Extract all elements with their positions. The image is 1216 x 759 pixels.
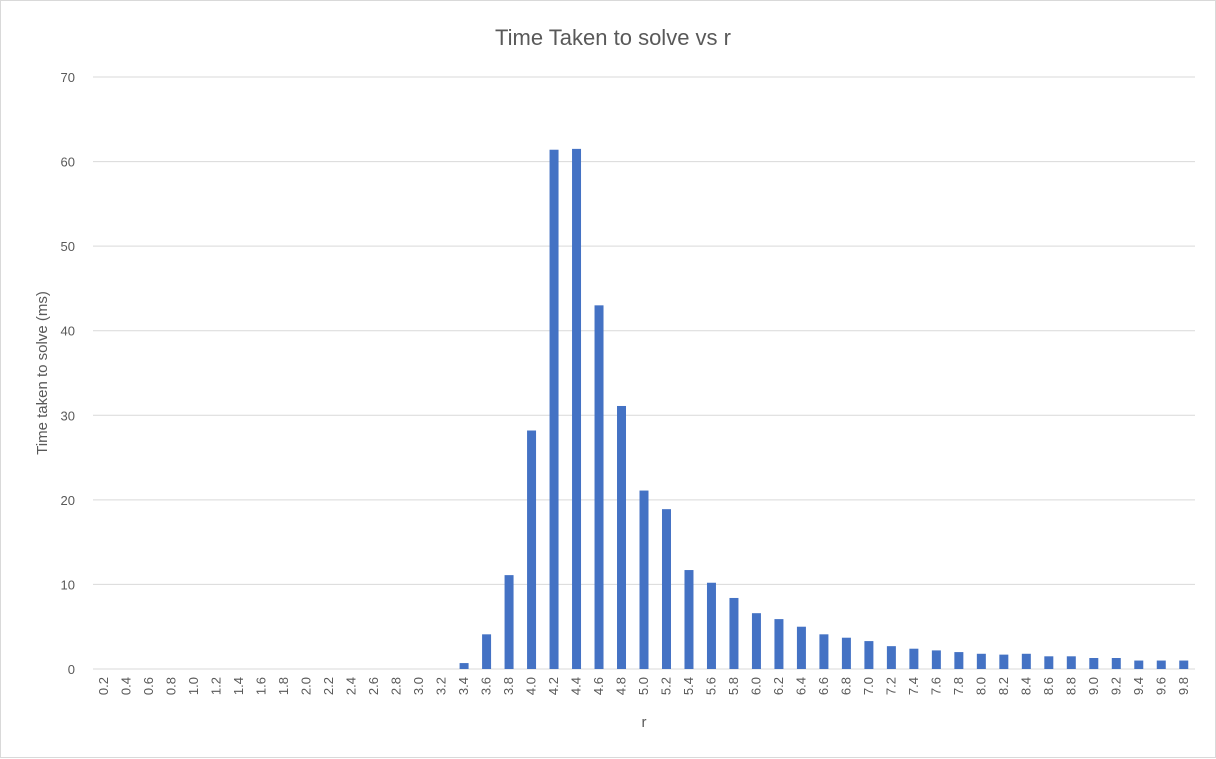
x-tick-label: 8.6: [1041, 677, 1056, 695]
x-tick-label: 9.2: [1108, 677, 1123, 695]
x-tick-label: 4.6: [591, 677, 606, 695]
x-tick-label: 1.4: [231, 677, 246, 695]
x-tick-label: 9.0: [1086, 677, 1101, 695]
bar-7.4: [909, 648, 919, 669]
x-tick-label: 8.2: [996, 677, 1011, 695]
x-tick-label: 1.0: [186, 677, 201, 695]
x-tick-label: 5.8: [726, 677, 741, 695]
bar-6.2: [774, 619, 784, 669]
y-axis-title: Time taken to solve (ms): [34, 291, 51, 455]
x-tick-label: 8.4: [1018, 677, 1033, 695]
bar-8.6: [1044, 656, 1054, 669]
y-tick-label: 20: [61, 493, 75, 508]
x-tick-label: 6.6: [816, 677, 831, 695]
bar-9.6: [1156, 660, 1166, 669]
x-tick-label: 2.8: [389, 677, 404, 695]
x-tick-label: 1.8: [276, 677, 291, 695]
x-tick-label: 3.4: [456, 677, 471, 695]
bar-4.2: [549, 149, 559, 669]
y-tick-label: 0: [68, 662, 75, 677]
x-tick-label: 7.2: [883, 677, 898, 695]
x-tick-label: 2.4: [344, 677, 359, 695]
bar-9.8: [1179, 660, 1189, 669]
x-tick-label: 4.0: [524, 677, 539, 695]
y-axis-ticks: 0 10 20 30 40 50 60 70: [61, 70, 75, 677]
x-tick-label: 1.6: [254, 677, 269, 695]
bar-8.0: [976, 653, 986, 669]
bar-9.4: [1134, 660, 1144, 669]
bar-7.0: [864, 641, 874, 669]
x-tick-label: 9.8: [1176, 677, 1191, 695]
x-tick-label: 3.2: [434, 677, 449, 695]
bar-9.0: [1089, 658, 1099, 669]
bar-7.6: [931, 650, 941, 669]
x-tick-label: 1.2: [209, 677, 224, 695]
x-tick-label: 3.0: [411, 677, 426, 695]
x-tick-label: 5.4: [681, 677, 696, 695]
x-tick-label: 7.8: [951, 677, 966, 695]
x-tick-label: 9.6: [1153, 677, 1168, 695]
bar-5.0: [639, 490, 649, 669]
y-tick-label: 30: [61, 408, 75, 423]
x-tick-label: 4.8: [614, 677, 629, 695]
bar-4.6: [594, 305, 604, 669]
bar-3.6: [482, 634, 492, 669]
bar-4.0: [527, 430, 537, 669]
x-tick-label: 7.6: [928, 677, 943, 695]
bar-3.4: [459, 663, 469, 669]
x-tick-label: 9.4: [1131, 677, 1146, 695]
x-tick-label: 0.4: [119, 677, 134, 695]
chart-title: Time Taken to solve vs r: [495, 25, 731, 50]
x-axis-ticks: 0.2 0.4 0.6 0.8 1.0 1.2 1.4 1.6 1.8 2.0 2.2 2.4 2.6 2…: [96, 677, 1191, 695]
bar-6.0: [751, 613, 761, 669]
x-axis-title: r: [642, 714, 647, 731]
x-tick-label: 3.6: [479, 677, 494, 695]
x-tick-label: 7.4: [906, 677, 921, 695]
x-tick-label: 6.0: [748, 677, 763, 695]
bar-6.4: [796, 626, 806, 669]
bars: [459, 148, 1189, 669]
x-tick-label: 6.4: [793, 677, 808, 695]
bar-7.2: [886, 646, 896, 669]
x-tick-label: 5.2: [658, 677, 673, 695]
y-tick-label: 10: [61, 577, 75, 592]
bar-8.4: [1021, 653, 1031, 669]
bar-8.8: [1066, 656, 1076, 669]
bar-5.2: [661, 509, 671, 669]
x-tick-label: 4.2: [546, 677, 561, 695]
bar-3.8: [504, 575, 514, 669]
x-tick-label: 5.6: [703, 677, 718, 695]
x-tick-label: 2.0: [299, 677, 314, 695]
x-tick-label: 6.8: [838, 677, 853, 695]
bar-7.8: [954, 652, 964, 669]
bar-4.4: [572, 148, 582, 669]
x-tick-label: 8.8: [1063, 677, 1078, 695]
x-tick-label: 6.2: [771, 677, 786, 695]
y-tick-label: 40: [61, 324, 75, 339]
y-tick-label: 50: [61, 239, 75, 254]
bar-5.6: [706, 582, 716, 669]
x-tick-label: 2.2: [321, 677, 336, 695]
x-tick-label: 7.0: [861, 677, 876, 695]
bar-8.2: [999, 654, 1009, 669]
x-tick-label: 0.8: [164, 677, 179, 695]
x-tick-label: 4.4: [569, 677, 584, 695]
x-tick-label: 3.8: [501, 677, 516, 695]
bar-9.2: [1111, 658, 1121, 669]
y-tick-label: 60: [61, 155, 75, 170]
x-tick-label: 0.2: [96, 677, 111, 695]
x-tick-label: 2.6: [366, 677, 381, 695]
x-tick-label: 5.0: [636, 677, 651, 695]
bar-5.8: [729, 597, 739, 669]
x-tick-label: 0.6: [141, 677, 156, 695]
y-tick-label: 70: [61, 70, 75, 85]
bar-5.4: [684, 570, 694, 669]
bar-6.6: [819, 634, 829, 669]
bar-6.8: [841, 637, 851, 669]
x-tick-label: 8.0: [973, 677, 988, 695]
bar-4.8: [617, 405, 627, 669]
